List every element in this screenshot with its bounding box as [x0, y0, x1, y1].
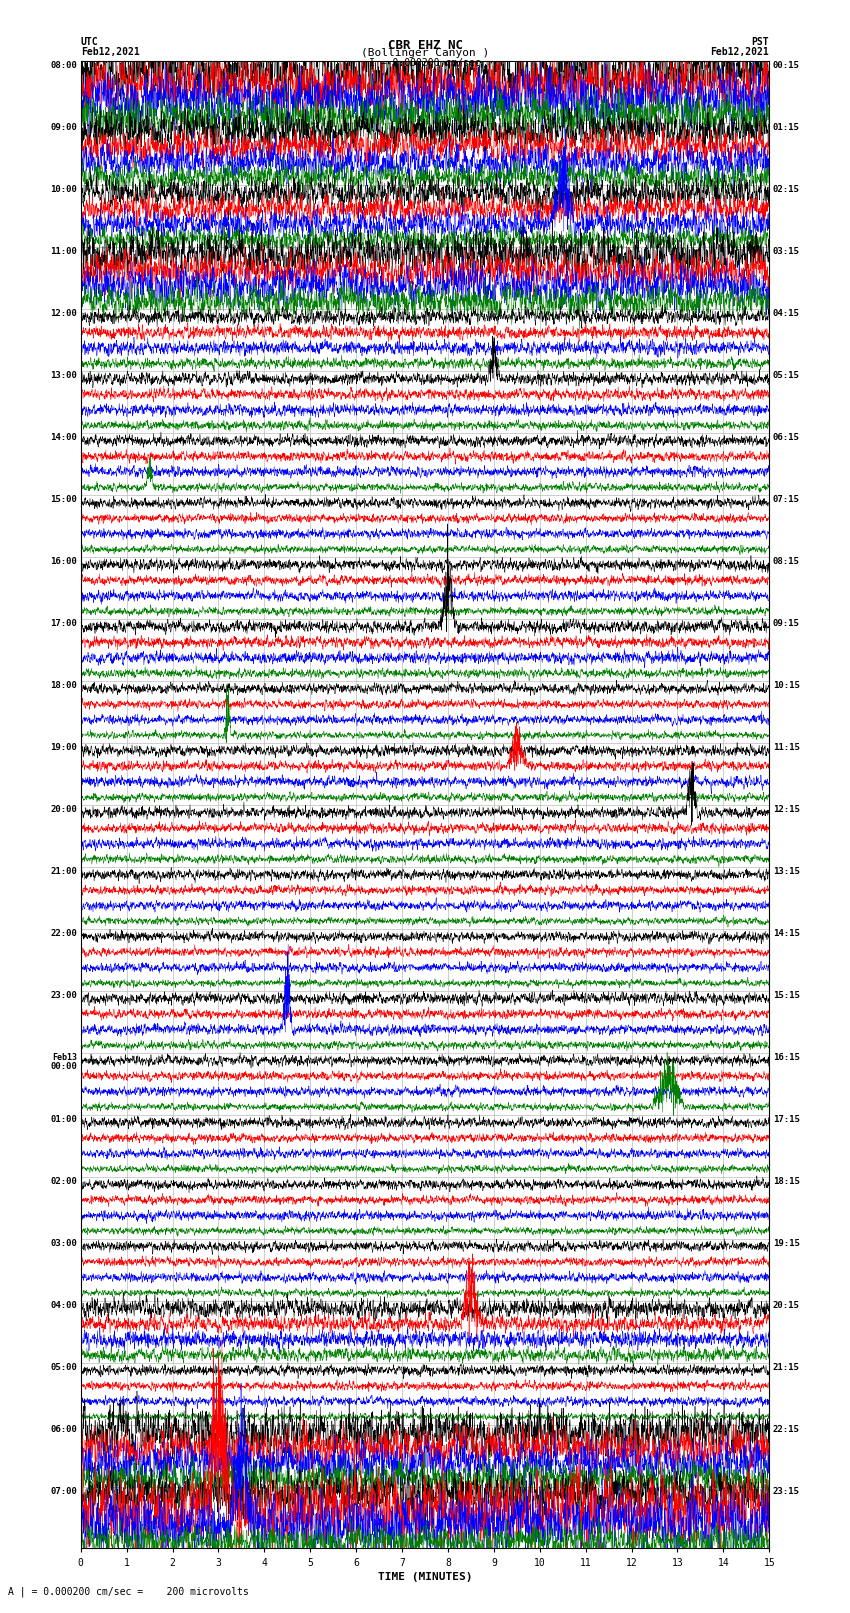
- Text: 14:15: 14:15: [773, 929, 800, 937]
- Text: 00:15: 00:15: [773, 61, 800, 71]
- Text: 06:15: 06:15: [773, 434, 800, 442]
- Text: 04:15: 04:15: [773, 310, 800, 318]
- Text: 22:15: 22:15: [773, 1424, 800, 1434]
- Text: (Bollinger Canyon ): (Bollinger Canyon ): [361, 48, 489, 58]
- Text: CBR EHZ NC: CBR EHZ NC: [388, 39, 462, 52]
- Text: 00:00: 00:00: [50, 1061, 77, 1071]
- Text: 18:00: 18:00: [50, 681, 77, 690]
- Text: 12:15: 12:15: [773, 805, 800, 815]
- Text: UTC: UTC: [81, 37, 99, 47]
- Text: 09:15: 09:15: [773, 619, 800, 627]
- Text: 02:15: 02:15: [773, 185, 800, 194]
- Text: 22:00: 22:00: [50, 929, 77, 937]
- Text: 14:00: 14:00: [50, 434, 77, 442]
- Text: 06:00: 06:00: [50, 1424, 77, 1434]
- Text: 19:00: 19:00: [50, 744, 77, 752]
- Text: 08:00: 08:00: [50, 61, 77, 71]
- Text: 17:00: 17:00: [50, 619, 77, 627]
- Text: 13:15: 13:15: [773, 866, 800, 876]
- Text: A | = 0.000200 cm/sec =    200 microvolts: A | = 0.000200 cm/sec = 200 microvolts: [8, 1586, 249, 1597]
- Text: 11:00: 11:00: [50, 247, 77, 256]
- Text: 21:00: 21:00: [50, 866, 77, 876]
- Text: 23:15: 23:15: [773, 1487, 800, 1495]
- Text: 07:15: 07:15: [773, 495, 800, 503]
- Text: 19:15: 19:15: [773, 1239, 800, 1247]
- Text: 13:00: 13:00: [50, 371, 77, 381]
- Text: Feb12,2021: Feb12,2021: [81, 47, 139, 56]
- Text: 04:00: 04:00: [50, 1300, 77, 1310]
- Text: 17:15: 17:15: [773, 1115, 800, 1124]
- Text: 05:00: 05:00: [50, 1363, 77, 1371]
- Text: PST: PST: [751, 37, 769, 47]
- Text: Feb12,2021: Feb12,2021: [711, 47, 769, 56]
- Text: 08:15: 08:15: [773, 556, 800, 566]
- Text: 05:15: 05:15: [773, 371, 800, 381]
- Text: 12:00: 12:00: [50, 310, 77, 318]
- Text: 09:00: 09:00: [50, 123, 77, 132]
- Text: 23:00: 23:00: [50, 990, 77, 1000]
- Text: 03:15: 03:15: [773, 247, 800, 256]
- Text: 11:15: 11:15: [773, 744, 800, 752]
- Text: 16:15: 16:15: [773, 1053, 800, 1061]
- Text: 02:00: 02:00: [50, 1177, 77, 1186]
- Text: 03:00: 03:00: [50, 1239, 77, 1247]
- Text: 01:00: 01:00: [50, 1115, 77, 1124]
- Text: 16:00: 16:00: [50, 556, 77, 566]
- Text: I = 0.000200 cm/sec: I = 0.000200 cm/sec: [369, 58, 481, 68]
- Text: 10:00: 10:00: [50, 185, 77, 194]
- Text: 21:15: 21:15: [773, 1363, 800, 1371]
- Text: 15:15: 15:15: [773, 990, 800, 1000]
- Text: 15:00: 15:00: [50, 495, 77, 503]
- Text: 01:15: 01:15: [773, 123, 800, 132]
- Text: 07:00: 07:00: [50, 1487, 77, 1495]
- X-axis label: TIME (MINUTES): TIME (MINUTES): [377, 1571, 473, 1582]
- Text: 18:15: 18:15: [773, 1177, 800, 1186]
- Text: 20:00: 20:00: [50, 805, 77, 815]
- Text: Feb13: Feb13: [53, 1053, 77, 1061]
- Text: 20:15: 20:15: [773, 1300, 800, 1310]
- Text: 10:15: 10:15: [773, 681, 800, 690]
